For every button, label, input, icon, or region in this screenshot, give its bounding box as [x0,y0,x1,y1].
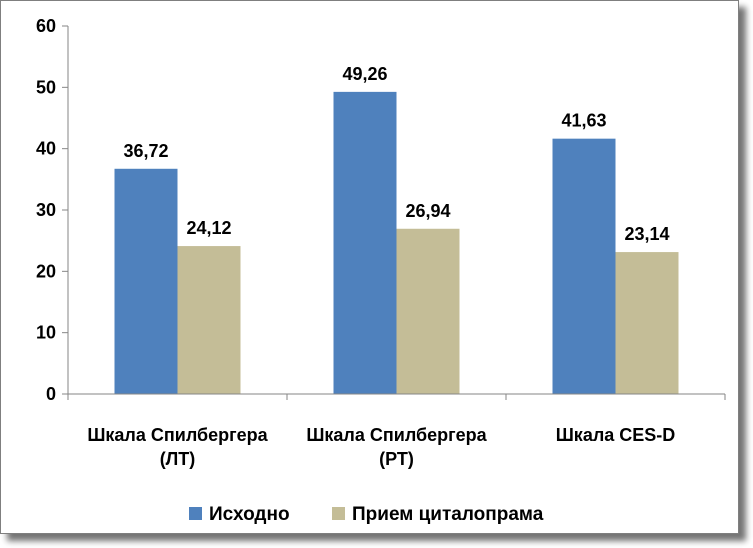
category-label: Шкала Спилбергера [87,425,268,445]
bar [114,168,178,394]
y-axis-ticks: 0 10 20 30 40 50 60 [36,16,68,404]
category-labels: Шкала Спилбергера (ЛТ) Шкала Спилбергера (Р… [87,425,675,469]
bar [333,91,397,394]
legend-swatch [189,507,202,520]
bar [615,252,679,394]
legend-swatch [332,507,345,520]
y-tick-label: 20 [36,261,56,281]
data-label: 26,94 [405,201,450,221]
chart-frame: 0 10 20 30 40 50 60 36,72 24,12 49,26 26,94 41,63 2… [0,0,739,534]
data-label: 24,12 [186,218,231,238]
x-axis-ticks [67,394,726,400]
legend-label: Исходно [209,504,290,525]
bar [177,246,241,394]
legend: Исходно Прием циталопрама [189,504,544,525]
bars [114,91,679,394]
y-tick-label: 10 [36,323,56,343]
y-tick-label: 60 [36,16,56,36]
legend-label: Прием циталопрама [352,504,544,525]
data-label: 36,72 [123,141,168,161]
category-label: Шкала CES-D [556,425,676,445]
data-label: 49,26 [342,64,387,84]
data-label: 41,63 [561,111,606,131]
category-label: (ЛТ) [160,449,196,469]
y-tick-label: 40 [36,139,56,159]
bar [396,228,460,394]
bar [552,138,616,394]
bar-chart: 0 10 20 30 40 50 60 36,72 24,12 49,26 26,94 41,63 2… [36,16,726,525]
y-tick-label: 0 [46,384,56,404]
category-label: (РТ) [379,449,414,469]
category-label: Шкала Спилбергера [306,425,487,445]
y-tick-label: 30 [36,200,56,220]
y-tick-label: 50 [36,77,56,97]
data-labels: 36,72 24,12 49,26 26,94 41,63 23,14 [123,64,669,244]
data-label: 23,14 [624,224,669,244]
